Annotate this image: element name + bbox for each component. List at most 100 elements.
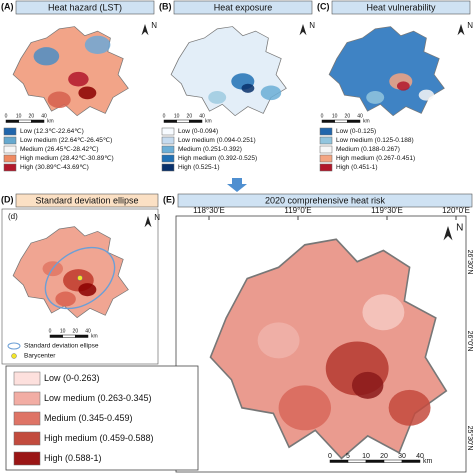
north-arrow — [443, 226, 453, 241]
panel-label: (E) — [163, 194, 175, 204]
legend-label: Medium (0.251-0.392) — [178, 146, 242, 153]
legend-swatch — [13, 451, 41, 466]
scale-segment — [189, 119, 203, 123]
lat-label: 26°30'N — [466, 250, 474, 275]
legend-label: Low medium (0.263-0.345) — [44, 393, 152, 403]
scale-label: 0 — [328, 453, 332, 460]
hotspot — [366, 91, 385, 104]
scale-label: 20 — [29, 113, 35, 119]
hotspot — [418, 89, 435, 101]
scale-segment — [49, 334, 63, 338]
scale-label: 40 — [41, 113, 47, 119]
inset-label: (d) — [8, 212, 18, 221]
legend-swatch — [161, 154, 175, 163]
scale-segment — [401, 459, 421, 463]
title-band — [331, 0, 471, 15]
legend-swatch — [319, 163, 333, 172]
scale-segment — [347, 459, 367, 463]
map — [12, 26, 129, 117]
legend-label: Barycenter — [24, 353, 56, 360]
legend-label: High medium (28.42℃-30.89℃) — [20, 155, 114, 162]
hotspot — [396, 81, 410, 91]
scale-label: 10 — [362, 453, 370, 460]
lat-label: 26°0'N — [466, 331, 474, 352]
legend-swatch — [3, 154, 17, 163]
region — [328, 26, 445, 117]
title-band — [173, 0, 313, 15]
hotspot — [351, 371, 384, 399]
inset-frame — [1, 208, 159, 365]
title-band — [15, 0, 155, 15]
scale-label: 20 — [380, 453, 388, 460]
legend-swatch — [161, 163, 175, 172]
legend-swatch — [161, 136, 175, 145]
scale-label: 20 — [187, 113, 193, 119]
legend-label: High medium (0.392-0.525) — [178, 155, 257, 162]
hotspot — [278, 385, 331, 431]
scale-label: 0 — [321, 113, 324, 119]
north-label: N — [154, 213, 160, 222]
legend-label: High medium (0.267-0.451) — [336, 155, 415, 162]
north-arrow — [299, 24, 307, 36]
panel-label: (B) — [159, 1, 172, 11]
panel-title: Heat exposure — [214, 2, 273, 12]
scale-unit: km — [363, 118, 370, 124]
scale-label: 20 — [73, 328, 79, 334]
hotspot — [241, 83, 255, 93]
scale-segment — [365, 459, 385, 463]
legend-label: Medium (0.188-0.267) — [336, 146, 400, 153]
map — [209, 238, 448, 460]
scale-segment — [329, 459, 349, 463]
scale-unit: km — [423, 458, 433, 465]
scale-unit: km — [47, 118, 54, 124]
scale-label: 10 — [174, 113, 180, 119]
panel-label: (C) — [317, 1, 330, 11]
legend-label: Low (12.3℃-22.64℃) — [20, 128, 84, 135]
scale-label: 0 — [5, 113, 8, 119]
legend-ellipse — [7, 342, 21, 350]
lon-label: 118°30'E — [193, 206, 225, 215]
scale-label: 20 — [345, 113, 351, 119]
legend-swatch — [3, 163, 17, 172]
map — [328, 26, 445, 117]
legend-label: Low (0-0.094) — [178, 128, 218, 135]
scale-label: 0 — [49, 328, 52, 334]
scale-segment — [383, 459, 403, 463]
panel-title: Heat hazard (LST) — [48, 2, 122, 12]
lat-label: 25°30'N — [466, 426, 474, 451]
legend-label: High (0.588-1) — [44, 453, 102, 463]
scale-unit: km — [91, 333, 98, 339]
hotspot — [47, 91, 71, 108]
north-label: N — [467, 21, 473, 30]
hotspot — [388, 389, 431, 426]
hotspot — [33, 47, 60, 66]
north-label: N — [151, 21, 157, 30]
legend-swatch — [13, 411, 41, 426]
legend-swatch — [161, 127, 175, 136]
scale-segment — [75, 334, 89, 338]
legend-label: Standard deviation ellipse — [24, 343, 99, 350]
legend-swatch — [13, 391, 41, 406]
north-arrow — [457, 24, 465, 36]
barycenter — [77, 275, 83, 281]
title-band — [15, 193, 159, 208]
legend-swatch — [13, 431, 41, 446]
legend-swatch — [319, 136, 333, 145]
legend-label: Medium (26.45℃-28.42℃) — [20, 146, 99, 153]
down-arrow — [227, 178, 247, 192]
panel-title: Heat vulnerability — [366, 2, 436, 12]
hotspot — [257, 322, 300, 359]
north-label: N — [456, 223, 463, 234]
region — [209, 238, 448, 460]
scale-segment — [31, 119, 45, 123]
legend-swatch — [319, 154, 333, 163]
map — [12, 226, 129, 319]
legend-label: Low (0-0.125) — [336, 128, 376, 135]
legend-label: High medium (0.459-0.588) — [44, 433, 154, 443]
hotspot — [260, 85, 282, 101]
scale-label: 30 — [398, 453, 406, 460]
panel-label: (D) — [1, 194, 14, 204]
map — [170, 26, 287, 117]
legend-label: High (0.451-1) — [336, 164, 378, 171]
legend-swatch — [3, 127, 17, 136]
